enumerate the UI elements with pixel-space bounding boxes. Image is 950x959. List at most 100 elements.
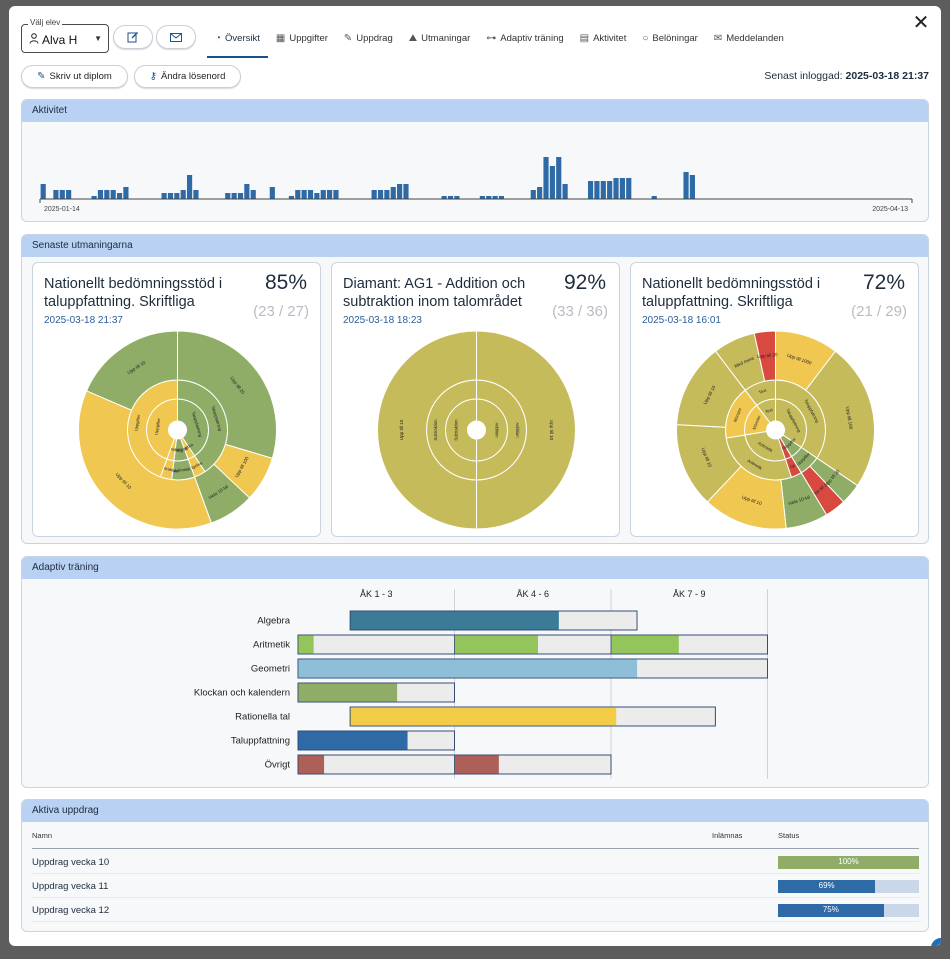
- activity-bar[interactable]: [556, 157, 562, 199]
- skill-label: Aritmetik: [253, 640, 290, 651]
- activity-bar[interactable]: [186, 175, 193, 199]
- activity-bar[interactable]: [543, 157, 549, 199]
- activity-bar[interactable]: [59, 190, 65, 199]
- activity-bar[interactable]: [594, 181, 600, 199]
- activity-bar[interactable]: [97, 190, 104, 199]
- activity-bar[interactable]: [397, 184, 403, 199]
- activity-bar[interactable]: [333, 190, 339, 199]
- activity-bar[interactable]: [613, 178, 619, 199]
- activity-bar[interactable]: [377, 190, 384, 199]
- envelope-icon: [170, 32, 182, 42]
- activity-bar[interactable]: [174, 193, 180, 199]
- activity-bar[interactable]: [537, 187, 543, 199]
- sunburst-segment[interactable]: [85, 330, 178, 411]
- activity-bar[interactable]: [53, 190, 59, 199]
- activity-bar[interactable]: [607, 181, 613, 199]
- print-diploma-button[interactable]: ✎ Skriv ut diplom: [21, 65, 128, 88]
- tab-adaptiv-träning[interactable]: ⊶ Adaptiv träning: [478, 28, 571, 58]
- challenge-card[interactable]: Diamant: AG1 - Addition och subtraktion …: [331, 262, 620, 537]
- challenge-card[interactable]: Nationellt bedömningsstöd i taluppfattni…: [630, 262, 919, 537]
- activity-bar[interactable]: [91, 196, 97, 199]
- activity-bar[interactable]: [626, 178, 632, 199]
- sunburst-label: Addition: [494, 422, 499, 438]
- student-select[interactable]: Välj elev Alva H ▼: [21, 18, 109, 53]
- activity-bar[interactable]: [530, 190, 536, 199]
- activity-bar[interactable]: [371, 190, 377, 199]
- help-icon[interactable]: ?: [929, 936, 941, 946]
- activity-bar[interactable]: [403, 184, 409, 199]
- challenge-percent: 85%: [264, 271, 307, 294]
- challenge-title: Nationellt bedömningsstöd i taluppfattni…: [642, 276, 821, 310]
- activity-bar[interactable]: [180, 190, 186, 199]
- tab-bar: ◔ Översikt ▦ Uppgifter ✎ Uppdrag ⛰ Utmaningar ⊶ A…: [207, 28, 792, 58]
- activity-bar[interactable]: [689, 175, 695, 199]
- activity-bar[interactable]: [683, 172, 689, 199]
- table-row[interactable]: Uppdrag vecka 10 100%: [32, 850, 919, 874]
- activity-bar[interactable]: [498, 196, 505, 199]
- sunburst-segment[interactable]: [476, 330, 576, 530]
- activity-bar[interactable]: [225, 193, 231, 199]
- activity-bar[interactable]: [307, 190, 314, 199]
- challenge-card[interactable]: Nationellt bedömningsstöd i taluppfattni…: [32, 262, 321, 537]
- table-row[interactable]: Uppdrag vecka 12 75%: [32, 898, 919, 922]
- sunburst-segment[interactable]: [805, 350, 875, 487]
- chart-icon: ▤: [579, 33, 590, 44]
- activity-bar[interactable]: [492, 196, 498, 199]
- challenges-title: Senaste utmaningarna: [22, 235, 928, 257]
- activity-bar[interactable]: [110, 190, 116, 199]
- activity-bar[interactable]: [441, 196, 447, 199]
- activity-bar[interactable]: [40, 184, 46, 199]
- sunburst-segment[interactable]: [377, 330, 477, 530]
- column-due[interactable]: Inlämnas: [712, 831, 743, 840]
- activity-bar[interactable]: [486, 196, 492, 199]
- activity-bar[interactable]: [314, 193, 320, 199]
- activity-bar[interactable]: [454, 196, 460, 199]
- activity-bar[interactable]: [600, 181, 606, 199]
- activity-bar[interactable]: [619, 178, 625, 199]
- activity-bar[interactable]: [651, 196, 657, 199]
- tab-översikt[interactable]: ◔ Översikt: [207, 28, 268, 58]
- column-status[interactable]: Status: [778, 831, 800, 840]
- activity-bar[interactable]: [237, 193, 244, 199]
- close-icon[interactable]: ✕: [912, 12, 930, 34]
- activity-bar[interactable]: [384, 190, 390, 199]
- activity-bar[interactable]: [269, 187, 275, 199]
- activity-bar[interactable]: [123, 187, 129, 199]
- activity-bar[interactable]: [327, 190, 333, 199]
- activity-bar[interactable]: [167, 193, 174, 199]
- activity-bar[interactable]: [288, 196, 294, 199]
- tab-aktivitet[interactable]: ▤ Aktivitet: [572, 28, 635, 58]
- table-row[interactable]: Uppdrag vecka 11 69%: [32, 874, 919, 898]
- activity-bar[interactable]: [193, 190, 199, 199]
- sunburst-segment[interactable]: [78, 390, 213, 530]
- activity-bar[interactable]: [244, 184, 250, 199]
- sunburst-segment[interactable]: [753, 330, 776, 382]
- activity-bar[interactable]: [104, 190, 110, 199]
- activity-bar[interactable]: [161, 193, 167, 199]
- change-password-button[interactable]: ⚷ Ändra lösenord: [134, 65, 241, 88]
- activity-bar[interactable]: [250, 190, 256, 199]
- activity-bar[interactable]: [562, 184, 568, 199]
- activity-bar[interactable]: [231, 193, 237, 199]
- tab-uppgifter[interactable]: ▦ Uppgifter: [268, 28, 336, 58]
- activity-bar[interactable]: [479, 196, 485, 199]
- activity-bar[interactable]: [587, 181, 594, 199]
- edit-student-button[interactable]: [113, 25, 153, 49]
- tab-meddelanden[interactable]: ✉ Meddelanden: [706, 28, 792, 58]
- activity-bar[interactable]: [66, 190, 72, 199]
- activity-bar[interactable]: [549, 166, 555, 199]
- activity-bar[interactable]: [390, 187, 396, 199]
- tab-utmaningar[interactable]: ⛰ Utmaningar: [401, 28, 479, 58]
- activity-bar[interactable]: [116, 193, 123, 199]
- activity-bar[interactable]: [320, 190, 326, 199]
- challenge-title: Diamant: AG1 - Addition och subtraktion …: [343, 276, 526, 310]
- activity-bar[interactable]: [301, 190, 307, 199]
- sunburst-label: Algebra: [179, 442, 195, 453]
- tab-uppdrag[interactable]: ✎ Uppdrag: [336, 28, 401, 58]
- activity-bar[interactable]: [295, 190, 301, 199]
- column-name[interactable]: Namn: [32, 831, 53, 840]
- sunburst-segment[interactable]: [177, 330, 277, 460]
- tab-belöningar[interactable]: ○ Belöningar: [634, 28, 705, 58]
- activity-bar[interactable]: [447, 196, 454, 199]
- message-student-button[interactable]: [156, 25, 196, 49]
